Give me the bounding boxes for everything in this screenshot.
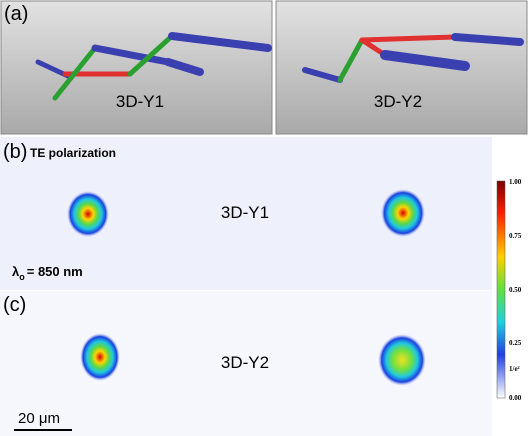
caption: 3D-Y2 <box>221 353 269 372</box>
panel-label: (a) <box>4 3 28 25</box>
polarization: TE polarization <box>30 146 116 160</box>
value: = 850 nm <box>27 264 83 279</box>
colorbar-label: 1.00 <box>509 178 522 186</box>
colorbar-label: 1/e² <box>509 365 520 373</box>
subscript: o <box>19 272 25 282</box>
panel-a: (a) 3D-Y1 3D-Y2 <box>1 1 527 134</box>
beam-spot <box>381 189 425 237</box>
caption: 3D-Y2 <box>374 92 422 111</box>
colorbar-label: 0.75 <box>509 232 522 240</box>
panel-c: (c) 3D-Y2 20 μm <box>0 291 492 436</box>
panel-label: (b) <box>3 141 27 163</box>
beam-spot <box>80 333 120 381</box>
scale-label: 20 μm <box>18 410 60 427</box>
colorbar: 1.00 0.75 0.50 0.25 1/e² 0.00 <box>497 178 522 402</box>
colorbar-scale <box>497 181 505 398</box>
panel-b: (b) TE polarization 3D-Y1 λo= 850 nm <box>0 137 492 290</box>
beam-spot <box>67 191 109 237</box>
beam-spot <box>378 334 426 386</box>
panel-label: (c) <box>3 294 26 316</box>
colorbar-label: 0.50 <box>509 286 522 294</box>
render-right <box>276 1 527 134</box>
figure: (a) 3D-Y1 3D-Y2 (b) TE polarization 3D-Y… <box>0 0 528 436</box>
caption: 3D-Y1 <box>116 92 164 111</box>
colorbar-label: 0.25 <box>509 339 522 347</box>
colorbar-label: 0.00 <box>509 394 522 402</box>
caption: 3D-Y1 <box>221 203 269 222</box>
